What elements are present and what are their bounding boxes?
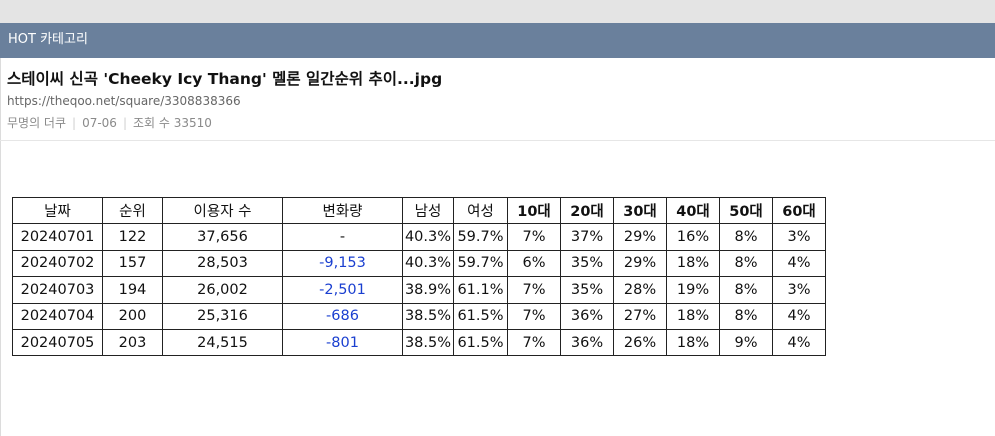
post-url[interactable]: https://theqoo.net/square/3308838366 [7, 94, 241, 108]
cell-age-30s: 28% [613, 276, 667, 304]
header-divider [0, 140, 995, 141]
cell-age-30s: 26% [613, 328, 667, 357]
cell-female: 61.5% [453, 328, 508, 357]
cell-age-50s: 8% [719, 302, 773, 330]
cell-age-10s: 7% [507, 328, 561, 357]
table-row: 20240703 194 26,002 -2,501 38.9% 61.1% 7… [12, 276, 826, 304]
cell-change: - [282, 223, 403, 251]
table-header-row: 날짜 순위 이용자 수 변화량 남성 여성 10대 20대 30대 40대 50… [12, 196, 826, 225]
cell-age-60s: 4% [772, 302, 826, 330]
cell-age-40s: 18% [666, 302, 720, 330]
cell-date: 20240702 [12, 249, 103, 278]
header-age-20s: 20대 [560, 196, 614, 225]
cell-rank: 200 [102, 302, 163, 330]
cell-age-60s: 4% [772, 328, 826, 357]
cell-female: 61.1% [453, 276, 508, 304]
cell-date: 20240701 [12, 223, 103, 251]
cell-rank: 194 [102, 276, 163, 304]
post-meta: 무명의 더쿠 | 07-06 | 조회 수 33510 [7, 115, 212, 131]
table-row: 20240701 122 37,656 - 40.3% 59.7% 7% 37%… [12, 223, 826, 251]
post-author: 무명의 더쿠 [7, 116, 67, 130]
cell-users: 26,002 [162, 276, 283, 304]
cell-female: 61.5% [453, 302, 508, 330]
table-row: 20240705 203 24,515 -801 38.5% 61.5% 7% … [12, 328, 826, 357]
meta-separator: | [122, 116, 127, 130]
category-bar: HOT 카테고리 [0, 23, 995, 58]
header-date: 날짜 [12, 196, 103, 225]
browser-top-bar [0, 0, 995, 23]
header-users: 이용자 수 [162, 196, 283, 225]
cell-change: -801 [282, 328, 403, 357]
cell-age-20s: 37% [560, 223, 614, 251]
cell-date: 20240705 [12, 328, 103, 357]
cell-users: 24,515 [162, 328, 283, 357]
cell-users: 37,656 [162, 223, 283, 251]
post-views-label: 조회 수 [132, 116, 170, 130]
cell-rank: 122 [102, 223, 163, 251]
cell-age-60s: 4% [772, 249, 826, 278]
header-age-60s: 60대 [772, 196, 826, 225]
table-row: 20240702 157 28,503 -9,153 40.3% 59.7% 6… [12, 249, 826, 278]
cell-age-10s: 6% [507, 249, 561, 278]
cell-age-20s: 36% [560, 328, 614, 357]
melon-daily-rank-table: 날짜 순위 이용자 수 변화량 남성 여성 10대 20대 30대 40대 50… [12, 196, 826, 357]
cell-age-10s: 7% [507, 223, 561, 251]
cell-age-20s: 36% [560, 302, 614, 330]
cell-age-60s: 3% [772, 276, 826, 304]
cell-male: 40.3% [402, 249, 454, 278]
cell-female: 59.7% [453, 249, 508, 278]
cell-date: 20240704 [12, 302, 103, 330]
cell-age-50s: 8% [719, 223, 773, 251]
cell-age-50s: 8% [719, 249, 773, 278]
post-date: 07-06 [82, 116, 117, 130]
header-age-50s: 50대 [719, 196, 773, 225]
cell-male: 38.5% [402, 302, 454, 330]
cell-age-10s: 7% [507, 276, 561, 304]
table-row: 20240704 200 25,316 -686 38.5% 61.5% 7% … [12, 302, 826, 330]
cell-female: 59.7% [453, 223, 508, 251]
cell-rank: 203 [102, 328, 163, 357]
cell-male: 38.5% [402, 328, 454, 357]
header-female: 여성 [453, 196, 508, 225]
cell-rank: 157 [102, 249, 163, 278]
post-title: 스테이씨 신곡 'Cheeky Icy Thang' 멜론 일간순위 추이...… [7, 70, 443, 88]
category-label[interactable]: HOT 카테고리 [8, 32, 88, 47]
cell-date: 20240703 [12, 276, 103, 304]
meta-separator: | [72, 116, 77, 130]
cell-age-40s: 19% [666, 276, 720, 304]
post-views: 33510 [173, 116, 212, 130]
content-left-border [0, 58, 1, 436]
cell-age-20s: 35% [560, 249, 614, 278]
cell-age-40s: 18% [666, 249, 720, 278]
cell-age-10s: 7% [507, 302, 561, 330]
cell-change: -686 [282, 302, 403, 330]
cell-users: 25,316 [162, 302, 283, 330]
cell-age-40s: 16% [666, 223, 720, 251]
cell-age-50s: 9% [719, 328, 773, 357]
header-age-10s: 10대 [507, 196, 561, 225]
header-age-40s: 40대 [666, 196, 720, 225]
cell-age-40s: 18% [666, 328, 720, 357]
cell-age-30s: 29% [613, 249, 667, 278]
header-age-30s: 30대 [613, 196, 667, 225]
header-rank: 순위 [102, 196, 163, 225]
cell-age-60s: 3% [772, 223, 826, 251]
cell-users: 28,503 [162, 249, 283, 278]
cell-male: 40.3% [402, 223, 454, 251]
cell-age-50s: 8% [719, 276, 773, 304]
cell-change: -9,153 [282, 249, 403, 278]
cell-male: 38.9% [402, 276, 454, 304]
cell-change: -2,501 [282, 276, 403, 304]
cell-age-20s: 35% [560, 276, 614, 304]
cell-age-30s: 27% [613, 302, 667, 330]
header-change: 변화량 [282, 196, 403, 225]
cell-age-30s: 29% [613, 223, 667, 251]
header-male: 남성 [402, 196, 454, 225]
